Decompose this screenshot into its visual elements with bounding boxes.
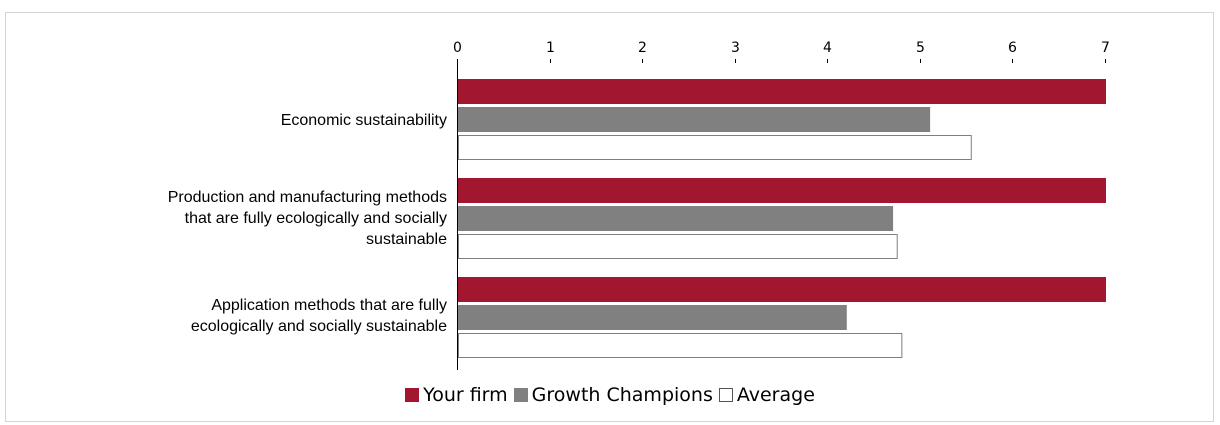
legend-swatch <box>718 388 733 402</box>
legend: Your firm Growth Champions Average <box>0 384 1220 406</box>
category-label-line: Production and manufacturing methods <box>167 188 447 206</box>
legend-item: Average <box>718 384 815 406</box>
legend-item: Growth Champions <box>513 384 713 406</box>
x-tick-label: 7 <box>1101 40 1110 56</box>
bar-growth-champions <box>458 206 894 231</box>
x-tick-label: 3 <box>731 40 740 56</box>
bar-average <box>458 135 972 160</box>
bar-growth-champions <box>458 305 847 330</box>
bar-your-firm <box>458 277 1106 302</box>
bar-growth-champions <box>458 107 931 132</box>
x-tick-label: 5 <box>916 40 925 56</box>
category-label-line: ecologically and socially sustainable <box>190 318 447 335</box>
x-tick-label: 0 <box>453 40 462 56</box>
category-label-line: Economic sustainability <box>280 111 447 129</box>
bar-your-firm <box>458 178 1106 203</box>
category-label: Economic sustainability <box>37 110 447 131</box>
bar-average <box>458 333 903 358</box>
category-label-line: sustainable <box>366 230 447 248</box>
x-tick-label: 2 <box>638 40 647 56</box>
legend-label: Your firm <box>423 384 508 406</box>
bar-your-firm <box>458 79 1106 104</box>
category-label-line: that are fully ecologically and socially <box>184 209 447 227</box>
legend-swatch <box>513 388 528 402</box>
x-tick-label: 1 <box>546 40 555 56</box>
legend-label: Average <box>736 384 815 406</box>
category-label: Production and manufacturing methods that… <box>37 187 447 250</box>
legend-item: Your firm <box>405 384 508 406</box>
category-label-line: Application methods that are fully <box>211 297 447 314</box>
category-label: Application methods that are fully ecolog… <box>37 295 447 337</box>
x-tick-label: 6 <box>1008 40 1017 56</box>
x-tick-label: 4 <box>823 40 832 56</box>
legend-label: Growth Champions <box>531 384 713 406</box>
bar-average <box>458 234 898 259</box>
legend-swatch <box>405 388 420 402</box>
